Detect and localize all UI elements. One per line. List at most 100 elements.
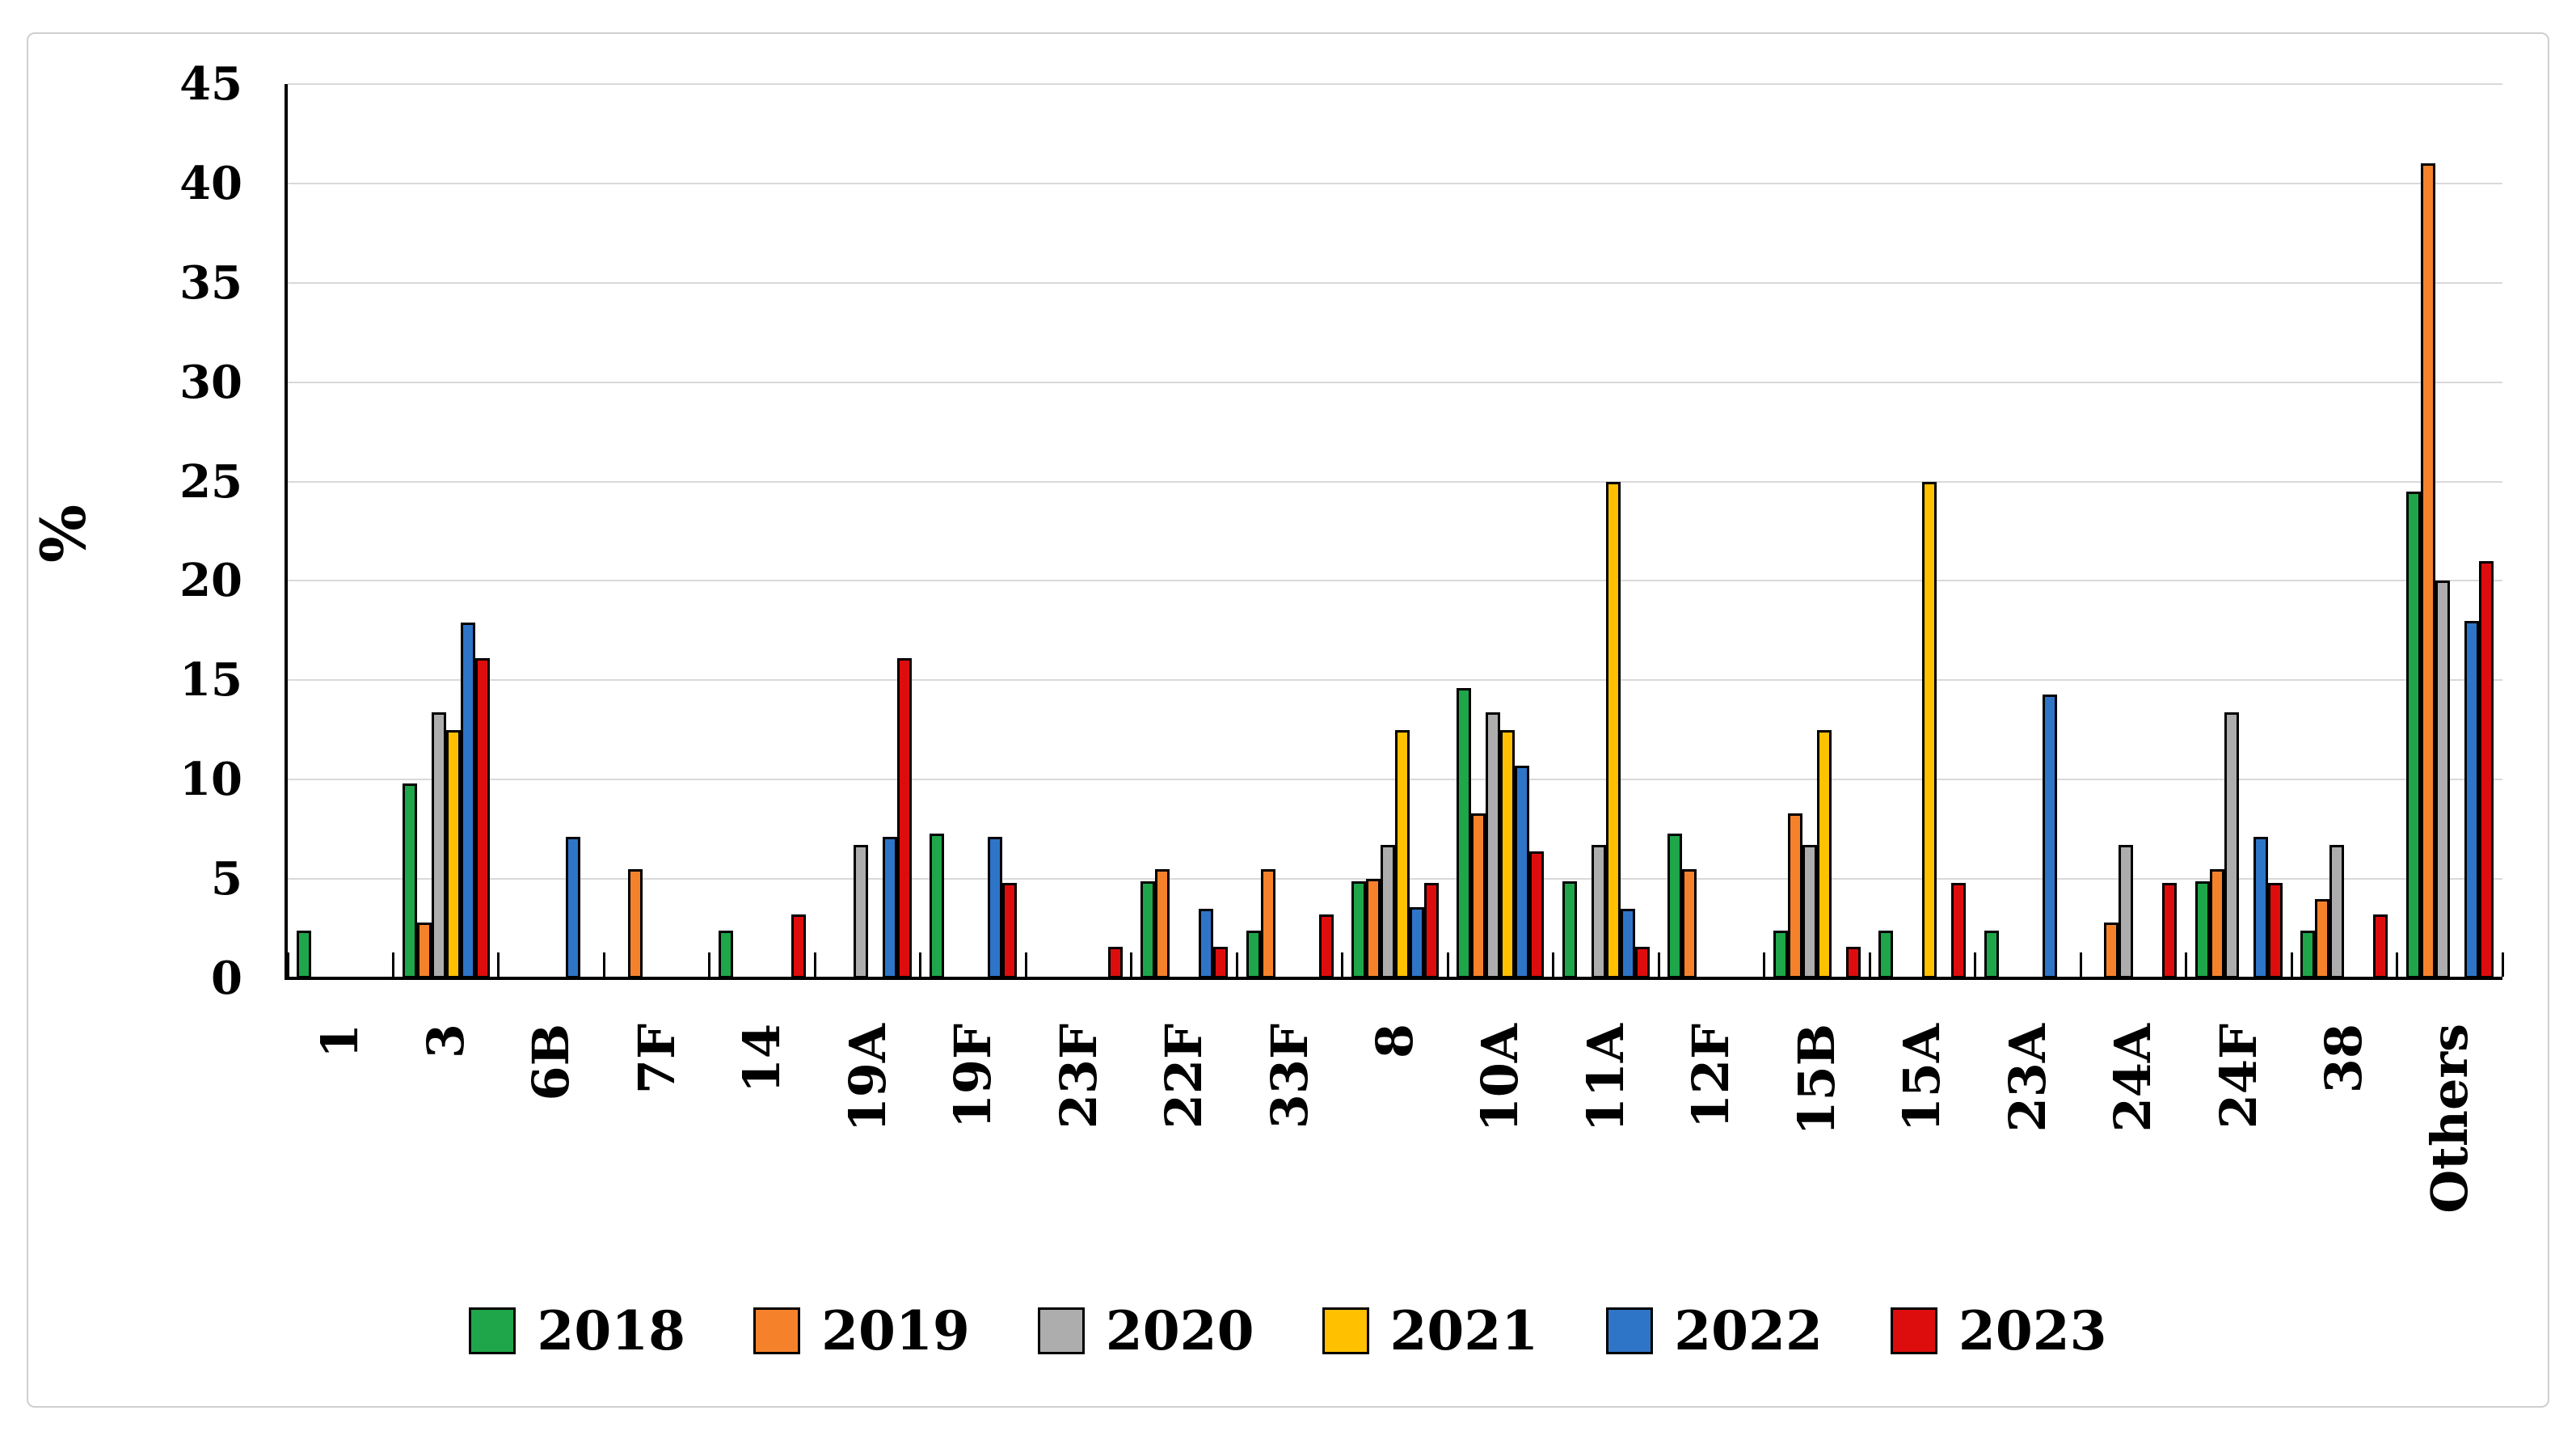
bar-2018-33F bbox=[1246, 931, 1261, 978]
bar-2018-22F bbox=[1140, 880, 1156, 978]
bar-2023-3 bbox=[474, 658, 490, 978]
bar-2019-3 bbox=[416, 923, 432, 978]
legend-item-2020: 2020 bbox=[1037, 1299, 1254, 1362]
x-tick-21 bbox=[2501, 952, 2504, 977]
x-label-24F: 24F bbox=[2208, 1024, 2268, 1130]
x-label-10A: 10A bbox=[1470, 1024, 1530, 1133]
bar-2018-12F bbox=[1667, 833, 1683, 978]
x-tick-11 bbox=[1446, 952, 1449, 977]
bar-2018-11A bbox=[1562, 880, 1577, 978]
bar-2021-8 bbox=[1395, 729, 1410, 978]
x-tick-3 bbox=[602, 952, 605, 977]
x-tick-14 bbox=[1763, 952, 1766, 977]
gridline-40 bbox=[288, 182, 2502, 184]
legend-label-2023: 2023 bbox=[1958, 1299, 2107, 1362]
legend-swatch-2023 bbox=[1890, 1307, 1937, 1354]
bar-2019-22F bbox=[1155, 868, 1170, 978]
bar-2018-8 bbox=[1351, 880, 1366, 978]
legend-swatch-2020 bbox=[1037, 1307, 1085, 1354]
x-tick-0 bbox=[286, 952, 289, 977]
x-tick-8 bbox=[1130, 952, 1133, 977]
bar-2018-14 bbox=[719, 931, 734, 978]
bar-2023-Others bbox=[2478, 560, 2494, 978]
x-axis-line bbox=[285, 977, 2502, 980]
bar-2022-19A bbox=[882, 837, 897, 978]
x-label-1: 1 bbox=[310, 1024, 370, 1059]
y-tick-5: 5 bbox=[211, 852, 242, 906]
legend-item-2021: 2021 bbox=[1322, 1299, 1539, 1362]
bar-2021-3 bbox=[445, 729, 461, 978]
bar-2021-15A bbox=[1922, 481, 1937, 978]
bar-2019-7F bbox=[627, 868, 643, 978]
bar-2023-33F bbox=[1318, 914, 1334, 978]
legend-label-2020: 2020 bbox=[1105, 1299, 1254, 1362]
x-label-38: 38 bbox=[2314, 1024, 2374, 1094]
bar-2021-15B bbox=[1816, 729, 1832, 978]
x-label-33F: 33F bbox=[1259, 1024, 1319, 1130]
bar-2022-3 bbox=[460, 623, 475, 978]
x-label-23F: 23F bbox=[1048, 1024, 1108, 1130]
bar-2023-23F bbox=[1107, 946, 1123, 978]
bar-2023-8 bbox=[1424, 883, 1439, 978]
x-tick-10 bbox=[1341, 952, 1344, 977]
bar-2020-24F bbox=[2224, 712, 2239, 978]
x-tick-17 bbox=[2079, 952, 2082, 977]
bar-2018-38 bbox=[2300, 931, 2316, 978]
bar-2019-8 bbox=[1366, 879, 1381, 978]
x-tick-12 bbox=[1552, 952, 1555, 977]
legend-item-2019: 2019 bbox=[753, 1299, 970, 1362]
gridline-35 bbox=[288, 281, 2502, 284]
bar-2023-24F bbox=[2267, 883, 2283, 978]
x-label-23A: 23A bbox=[1997, 1024, 2057, 1133]
bar-2021-11A bbox=[1605, 481, 1621, 978]
legend-label-2021: 2021 bbox=[1389, 1299, 1539, 1362]
y-tick-35: 35 bbox=[179, 255, 242, 310]
legend-swatch-2018 bbox=[469, 1307, 516, 1354]
x-label-15A: 15A bbox=[1892, 1024, 1952, 1133]
bar-2022-8 bbox=[1410, 906, 1424, 978]
bar-2019-10A bbox=[1471, 813, 1486, 978]
bar-2023-10A bbox=[1529, 851, 1545, 978]
bar-2022-11A bbox=[1620, 908, 1635, 978]
legend-swatch-2022 bbox=[1606, 1307, 1654, 1354]
bar-2019-12F bbox=[1682, 868, 1697, 978]
bar-2018-3 bbox=[402, 783, 417, 978]
gridline-45 bbox=[288, 83, 2502, 85]
legend: 2018 2019 2020 2021 2022 2023 bbox=[0, 1290, 2576, 1371]
legend-label-2019: 2019 bbox=[821, 1299, 970, 1362]
x-tick-15 bbox=[1868, 952, 1871, 977]
y-tick-30: 30 bbox=[179, 355, 242, 409]
x-tick-19 bbox=[2290, 952, 2293, 977]
bar-2020-8 bbox=[1381, 845, 1395, 978]
bar-2019-Others bbox=[2420, 163, 2435, 978]
bar-2018-23A bbox=[1984, 931, 1999, 978]
legend-label-2018: 2018 bbox=[537, 1299, 686, 1362]
bar-2019-33F bbox=[1260, 868, 1275, 978]
bar-2023-24A bbox=[2162, 883, 2178, 978]
bar-2023-11A bbox=[1634, 946, 1650, 978]
x-label-15B: 15B bbox=[1786, 1024, 1846, 1136]
gridline-25 bbox=[288, 480, 2502, 483]
x-tick-20 bbox=[2396, 952, 2399, 977]
legend-label-2022: 2022 bbox=[1674, 1299, 1823, 1362]
y-tick-0: 0 bbox=[211, 952, 242, 1005]
x-tick-18 bbox=[2185, 952, 2188, 977]
legend-swatch-2021 bbox=[1322, 1307, 1369, 1354]
bar-2023-22F bbox=[1213, 946, 1229, 978]
y-tick-40: 40 bbox=[179, 156, 242, 210]
x-label-24A: 24A bbox=[2103, 1024, 2163, 1133]
legend-swatch-2019 bbox=[753, 1307, 801, 1354]
bar-2022-10A bbox=[1515, 766, 1530, 978]
x-label-Others: Others bbox=[2419, 1024, 2479, 1214]
bar-2023-38 bbox=[2373, 914, 2388, 978]
bar-2018-Others bbox=[2405, 491, 2421, 978]
bar-2022-6B bbox=[566, 837, 581, 978]
bar-2019-24A bbox=[2104, 923, 2119, 978]
figure-border bbox=[27, 32, 2549, 1408]
bar-2018-15B bbox=[1773, 931, 1788, 978]
x-tick-9 bbox=[1235, 952, 1238, 977]
x-label-6B: 6B bbox=[521, 1024, 581, 1101]
x-label-22F: 22F bbox=[1154, 1024, 1214, 1130]
bar-2022-23A bbox=[2042, 694, 2057, 978]
